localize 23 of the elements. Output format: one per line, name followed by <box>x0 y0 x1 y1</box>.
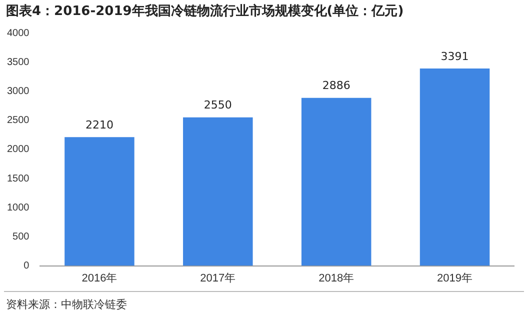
y-tick-label: 1500 <box>6 173 30 184</box>
x-tick-label: 2017年 <box>200 272 236 284</box>
data-label: 2210 <box>85 118 114 132</box>
bar <box>420 68 490 266</box>
y-tick-label: 3500 <box>6 56 30 68</box>
text: 资料来源：中物联冷链委 <box>4 291 524 318</box>
y-tick-label: 2500 <box>6 115 30 126</box>
y-tick-label: 500 <box>12 231 30 242</box>
bar <box>301 98 372 266</box>
chart-title: 图表4：2016-2019年我国冷链物流行业市场规模变化(单位：亿元) <box>5 2 405 21</box>
y-tick-label: 1000 <box>6 202 30 214</box>
y-tick-label: 2000 <box>6 144 30 156</box>
data-label: 2550 <box>204 98 232 112</box>
x-tick-label: 2019年 <box>437 272 473 284</box>
x-tick-label: 2018年 <box>318 272 354 284</box>
y-tick-label: 3000 <box>6 86 30 97</box>
bar <box>183 117 253 266</box>
x-tick-label: 2016年 <box>82 272 118 284</box>
data-label: 2886 <box>322 79 350 92</box>
bar <box>64 137 134 266</box>
data-label: 3391 <box>440 50 469 63</box>
y-tick-label: 0 <box>24 260 30 272</box>
y-tick-label: 4000 <box>6 28 30 39</box>
